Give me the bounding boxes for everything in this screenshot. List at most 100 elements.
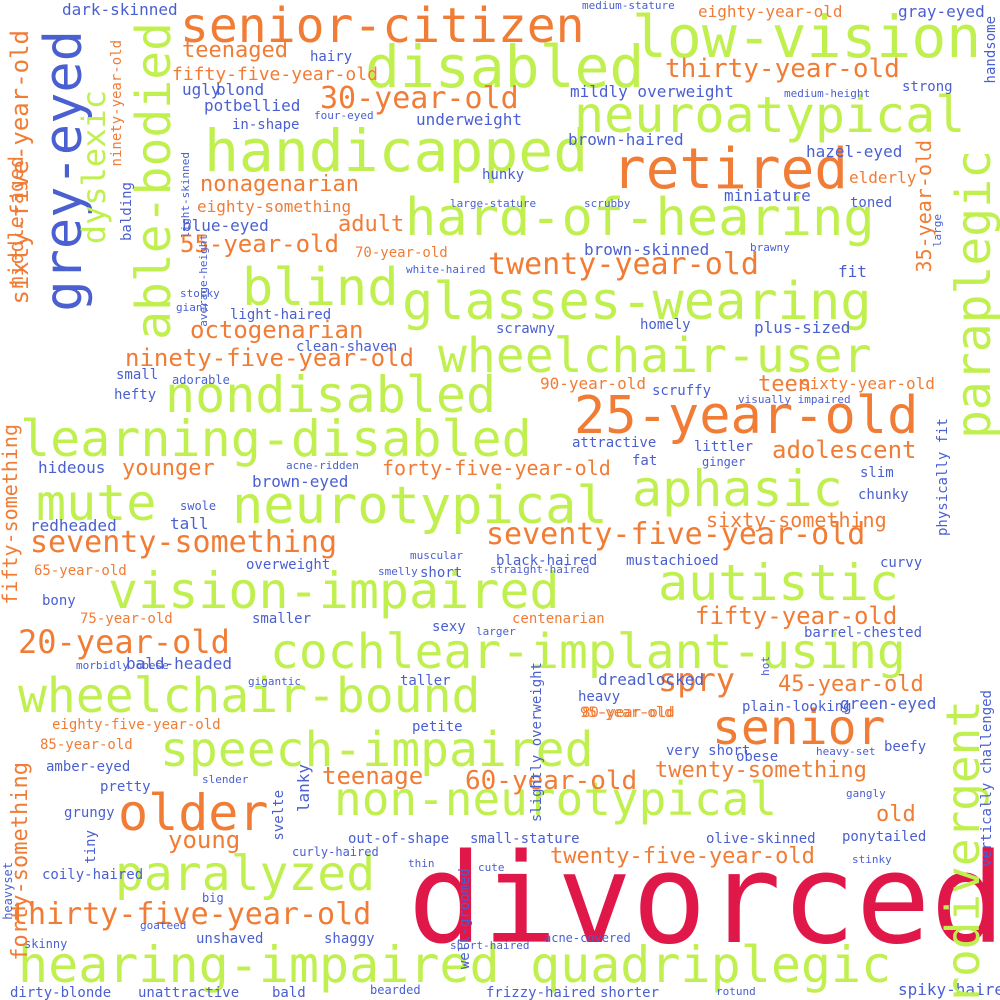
word-45-year-old: 45-year-old	[778, 672, 924, 697]
word-hearing-impaired: hearing-impaired	[18, 936, 500, 994]
word-low-vision: low-vision	[632, 3, 982, 71]
word-petite: petite	[412, 719, 463, 735]
word-big: big	[202, 891, 224, 905]
word-scruffy: scruffy	[652, 383, 712, 399]
word-younger: younger	[122, 456, 215, 481]
word-overweight: overweight	[246, 557, 331, 573]
word-green-eyed: green-eyed	[840, 694, 937, 713]
word-25-year-old: 25-year-old	[574, 386, 919, 446]
word-well-groomed: well-groomed	[457, 868, 473, 970]
word-dyslexic: dyslexic	[75, 90, 113, 245]
word-handsome: handsome	[983, 16, 999, 84]
word-brawny: brawny	[750, 241, 790, 254]
word-blind: blind	[242, 258, 399, 318]
word-adorable: adorable	[172, 373, 230, 387]
word-beefy: beefy	[884, 739, 927, 755]
word-teenaged: teenaged	[182, 38, 288, 63]
word-handicapped: handicapped	[204, 117, 589, 185]
word-twenty-something: twenty-something	[655, 758, 867, 783]
word-fifty-something: fifty-something	[0, 424, 22, 605]
word-miniature: miniature	[724, 186, 811, 205]
word-spry: spry	[658, 661, 736, 699]
word-mustachioed: mustachioed	[626, 553, 719, 569]
word-able-bodied: able-bodied	[126, 22, 182, 340]
word-large: large	[931, 214, 944, 248]
word-spiky-haired: spiky-haired	[898, 980, 1000, 999]
word-70-year-old: 70-year-old	[355, 245, 448, 261]
word-fit: fit	[838, 262, 867, 281]
word-neurotypical: neurotypical	[232, 476, 608, 536]
word-chunky: chunky	[858, 487, 909, 503]
word-lanky: lanky	[294, 764, 313, 813]
word-senior-citizen: senior-citizen	[180, 0, 585, 54]
word-divorced: divorced	[408, 828, 1000, 972]
word-strong: strong	[902, 79, 953, 95]
word-hefty: hefty	[114, 387, 157, 403]
word-underweight: underweight	[416, 110, 522, 129]
word-teen: teen	[758, 372, 811, 397]
word-90-year-old: 90-year-old	[540, 374, 646, 393]
word-four-eyed: four-eyed	[314, 109, 374, 122]
word-dirty-blonde: dirty-blonde	[10, 985, 112, 1000]
word-paraplegic: paraplegic	[946, 150, 1000, 439]
word-quadriplegic: quadriplegic	[530, 936, 892, 994]
word-medium-stature: medium-stature	[582, 0, 675, 12]
word-dark-skinned: dark-skinned	[62, 0, 178, 19]
word-brown-haired: brown-haired	[568, 130, 684, 149]
word-stinky: stinky	[852, 853, 892, 866]
word-55-year-old: 55-year-old	[180, 230, 339, 258]
word-light-skinned: light-skinned	[179, 152, 192, 239]
word-forty-five-year-old: forty-five-year-old	[382, 456, 611, 480]
word-straight-haired: straight-haired	[490, 563, 590, 576]
word-80-year-old: 80-year-old	[582, 705, 675, 721]
word-thin: thin	[408, 857, 435, 870]
word-curvy: curvy	[880, 555, 923, 571]
word-95-year-old: 95-year-old	[580, 705, 673, 721]
word-heavy-set: heavy-set	[816, 745, 876, 758]
word-teenage: teenage	[322, 762, 424, 790]
word-eighty-something: eighty-something	[197, 197, 352, 216]
word-hard-of-hearing: hard-of-hearing	[405, 188, 875, 248]
word-acne-covered: acne-covered	[544, 931, 631, 945]
word-grungy: grungy	[64, 805, 115, 821]
word-shaggy: shaggy	[324, 931, 375, 947]
word-adolescent: adolescent	[772, 436, 917, 464]
word-ninety-year-old: ninety-year-old	[109, 40, 125, 167]
word-taller: taller	[400, 673, 451, 689]
word-shorter: shorter	[600, 985, 660, 1000]
word-slightly-overweight: slightly overweight	[529, 662, 545, 823]
word-morbidly-obese: morbidly obese	[76, 659, 169, 672]
word-tiny: tiny	[83, 830, 99, 864]
word-black-haired: black-haired	[496, 553, 598, 569]
word-coily-haired: coily-haired	[42, 867, 144, 883]
word-centenarian: centenarian	[512, 611, 605, 627]
word-35-year-old: 35-year-old	[912, 140, 936, 273]
word-homely: homely	[640, 317, 691, 333]
word-wheelchair-user: wheelchair-user	[438, 328, 872, 384]
word-bald: bald	[272, 985, 306, 1000]
word-sixty-year-old: sixty-year-old	[800, 374, 935, 393]
word-barrel-chested: barrel-chested	[804, 625, 923, 641]
word-65-year-old: 65-year-old	[34, 563, 127, 579]
word-small: small	[116, 367, 159, 383]
word-blue-eyed: blue-eyed	[182, 216, 269, 235]
word-visually-impaired: visually impaired	[738, 393, 851, 406]
word-toned: toned	[850, 195, 893, 211]
word-seventy-something: seventy-something	[30, 525, 338, 560]
word-retired: retired	[612, 137, 849, 202]
word-rotund: rotund	[716, 985, 756, 998]
word-unattractive: unattractive	[138, 985, 240, 1000]
word-in-shape: in-shape	[232, 117, 300, 133]
word-middle-aged: middle-aged	[4, 156, 28, 289]
word-littler: littler	[694, 439, 754, 455]
word-hazel-eyed: hazel-eyed	[806, 142, 903, 161]
word-slim: slim	[860, 465, 894, 481]
word-fat: fat	[632, 453, 658, 469]
word-twenty-five-year-old: twenty-five-year-old	[550, 844, 815, 869]
word-pretty: pretty	[100, 779, 151, 795]
word-glasses-wearing: glasses-wearing	[402, 272, 872, 332]
word-ginger: ginger	[702, 455, 746, 469]
word-physically-fit: physically fit	[935, 418, 951, 537]
word-learning-disabled: learning-disabled	[20, 410, 532, 468]
word-clean-shaven: clean-shaven	[296, 339, 398, 355]
